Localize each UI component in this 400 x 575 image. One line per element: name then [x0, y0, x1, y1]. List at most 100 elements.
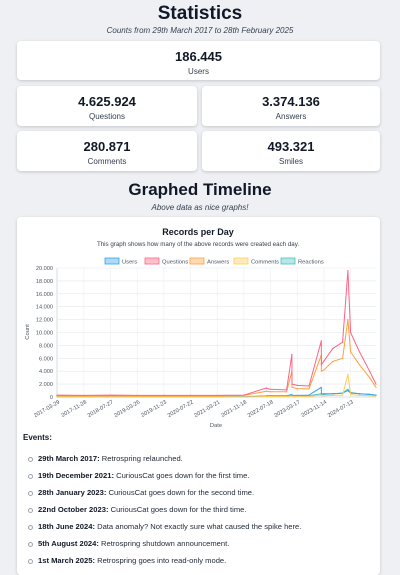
event-date: 22nd October 2023:	[38, 505, 109, 514]
data-point-answers	[308, 388, 310, 390]
x-tick-label: 2023-11-14	[301, 400, 328, 419]
data-point-comments	[286, 395, 288, 398]
event-item: 28th January 2023: CuriousCat goes down …	[28, 484, 373, 501]
legend-swatch[interactable]	[144, 257, 160, 265]
data-point-comments	[347, 373, 349, 375]
legend-label[interactable]: Answers	[207, 260, 229, 266]
data-point-comments	[266, 395, 268, 398]
data-point-questions	[347, 270, 349, 272]
stat-value: 186.445	[175, 49, 222, 64]
data-point-comments	[109, 396, 112, 398]
y-tick-label: 0	[50, 395, 53, 401]
data-point-questions	[350, 331, 352, 334]
data-point-questions	[83, 394, 85, 396]
y-tick-label: 6.000	[39, 356, 53, 362]
y-tick-label: 8.000	[39, 343, 53, 349]
chart-subtitle: This graph shows how many of the above r…	[97, 241, 299, 248]
timeline-title: Graphed Timeline	[128, 180, 272, 199]
x-axis: 2017-03-29 2017-11-282018-07-272019-03-26…	[33, 396, 376, 420]
data-point-users	[332, 393, 334, 395]
legend-label[interactable]: Questions	[162, 260, 188, 266]
legend-label[interactable]: Comments	[251, 260, 279, 266]
y-tick-label: 10.000	[36, 331, 53, 337]
stat-value: 280.871	[83, 139, 131, 154]
data-point-questions	[291, 383, 293, 385]
legend-swatch[interactable]	[189, 257, 205, 265]
legend-label[interactable]: Reactions	[298, 260, 324, 266]
legend-swatch[interactable]	[280, 257, 296, 265]
stat-card-users: 186.445 Users	[17, 41, 380, 80]
x-tick-label: 2024-07-13	[327, 400, 355, 420]
stat-label: Answers	[275, 112, 307, 121]
data-point-users	[308, 394, 310, 396]
x-tick-label: 2021-03-21	[193, 400, 221, 420]
timeline-subtitle: Above data as nice graphs!	[151, 203, 249, 212]
data-point-comments	[323, 395, 325, 397]
data-point-questions	[189, 394, 192, 396]
x-tick-label: 2020-07-22	[167, 400, 195, 420]
chart-legend[interactable]: Users Questions Answers Comments Reactions	[104, 257, 324, 266]
data-point-reactions	[347, 388, 349, 390]
chart-series	[56, 270, 377, 398]
data-point-answers	[347, 319, 349, 321]
page-title: Statistics	[157, 3, 243, 24]
event-item: 18th June 2024: Data anomaly? Not exactl…	[28, 518, 373, 535]
data-point-questions	[291, 353, 293, 355]
events-title: Events:	[23, 433, 52, 442]
data-point-answers	[286, 391, 288, 393]
data-point-users	[320, 386, 322, 388]
data-point-answers	[323, 369, 325, 371]
data-point-answers	[375, 386, 377, 388]
event-text: CuriousCat goes down for the second time…	[106, 488, 255, 497]
data-point-users	[358, 393, 361, 395]
x-axis-label: Date	[210, 423, 222, 429]
y-tick-label: 18.000	[36, 279, 53, 285]
data-point-answers	[270, 391, 272, 393]
x-tick-label: 2018-07-27	[87, 400, 115, 420]
data-point-answers	[358, 364, 361, 366]
event-text: Retrospring goes into read-only mode.	[94, 556, 227, 565]
data-point-questions	[369, 370, 371, 372]
data-point-comments	[320, 395, 322, 397]
stat-label: Comments	[87, 157, 127, 166]
event-date: 1st March 2025:	[38, 556, 95, 565]
chart-title: Records per Day	[162, 227, 234, 237]
legend-swatch[interactable]	[233, 257, 249, 265]
data-point-users	[296, 394, 298, 396]
event-item: 22nd October 2023: CuriousCat goes down …	[28, 501, 373, 518]
data-point-questions	[216, 394, 218, 396]
data-point-questions	[56, 394, 58, 396]
x-tick-label: 2017-03-29	[33, 400, 61, 420]
y-tick-label: 4.000	[39, 369, 53, 375]
page-subtitle: Counts from 29th March 2017 to 28th Febr…	[106, 26, 294, 35]
data-point-questions	[375, 383, 377, 385]
data-point-comments	[296, 395, 298, 397]
event-item: 19th December 2021: CuriousCat goes down…	[28, 467, 373, 484]
data-point-questions	[265, 387, 267, 389]
x-tick-label: 2021-11-18	[220, 400, 247, 419]
stat-card-questions: 4.625.924 Questions	[17, 86, 197, 126]
legend-label[interactable]: Users	[122, 260, 137, 266]
data-point-questions	[136, 394, 138, 396]
stat-value: 3.374.136	[262, 94, 320, 109]
stat-label: Users	[188, 67, 209, 76]
data-point-questions	[109, 394, 112, 396]
event-text: Data anomaly? Not exactly sure what caus…	[94, 522, 302, 531]
data-point-comments	[358, 394, 361, 396]
y-axis-label: Count	[25, 324, 31, 340]
event-text: CuriousCat goes down for the third time.	[108, 505, 247, 514]
event-date: 29th March 2017:	[38, 454, 100, 463]
event-text: Retrospring shutdown announcement.	[98, 539, 230, 548]
data-point-comments	[375, 395, 377, 397]
data-point-comments	[332, 394, 334, 396]
stat-card-answers: 3.374.136 Answers	[202, 86, 380, 126]
stat-label: Questions	[88, 112, 126, 121]
data-point-comments	[342, 394, 344, 396]
data-point-answers	[350, 351, 352, 353]
events-list: 29th March 2017: Retrospring relaunched.…	[28, 450, 373, 569]
data-point-questions	[320, 364, 322, 366]
data-point-comments	[270, 395, 272, 398]
data-point-users	[369, 393, 371, 395]
legend-swatch[interactable]	[104, 257, 120, 265]
data-point-questions	[342, 341, 344, 343]
